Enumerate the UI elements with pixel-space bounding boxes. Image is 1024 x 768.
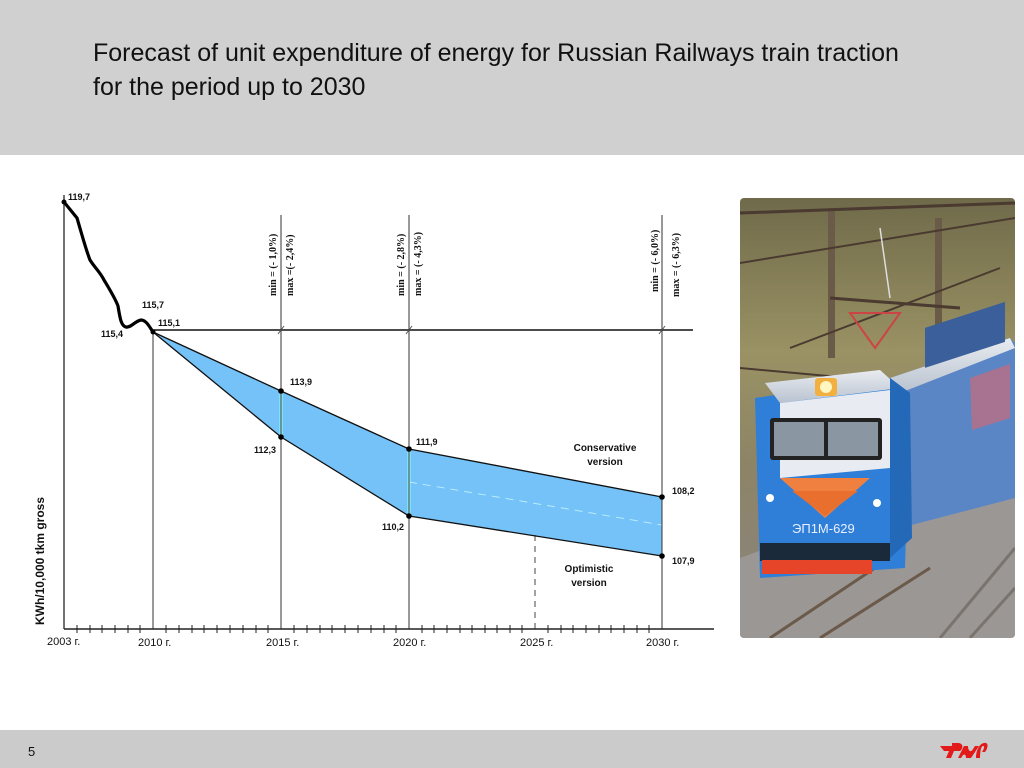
svg-text:119,7: 119,7 <box>68 192 90 202</box>
svg-text:2015 г.: 2015 г. <box>266 637 299 649</box>
historical-line <box>62 200 155 333</box>
train-image: ЭП1М-629 <box>740 198 1015 638</box>
percent-annotations: min = (- 1,0%) max =(- 2,4%) min = (- 2,… <box>268 230 682 297</box>
optimistic-line <box>152 331 663 557</box>
svg-text:version: version <box>571 578 607 589</box>
rzd-logo-icon <box>940 742 988 758</box>
svg-text:2030 г.: 2030 г. <box>646 637 679 649</box>
svg-text:ЭП1М-629: ЭП1М-629 <box>792 521 855 536</box>
svg-text:2025 г.: 2025 г. <box>520 637 553 649</box>
slide-header: Forecast of unit expenditure of energy f… <box>0 0 1024 155</box>
svg-text:115,4: 115,4 <box>101 329 123 339</box>
svg-text:113,9: 113,9 <box>290 377 312 387</box>
page-number: 5 <box>28 744 36 759</box>
slide-title: Forecast of unit expenditure of energy f… <box>93 39 899 101</box>
svg-text:2003 г.: 2003 г. <box>47 636 80 648</box>
svg-text:Optimistic: Optimistic <box>565 564 614 575</box>
conservative-line <box>152 331 663 498</box>
svg-text:111,9: 111,9 <box>416 437 438 447</box>
svg-text:max = (- 6,3%): max = (- 6,3%) <box>671 233 682 297</box>
svg-text:107,9: 107,9 <box>672 556 695 566</box>
band-midline <box>408 481 663 526</box>
svg-text:115,1: 115,1 <box>158 318 180 328</box>
y-axis-label: KWh/10,000 tkm gross <box>33 496 47 626</box>
svg-text:112,3: 112,3 <box>254 445 276 455</box>
x-tick-labels: 2003 г. 2010 г. 2015 г. 2020 г. 2025 г. … <box>47 636 679 649</box>
value-labels: 119,7 115,4 115,7 115,1 113,9 112,3 111,… <box>68 192 695 566</box>
svg-text:version: version <box>587 457 623 468</box>
x-axis-ticks <box>76 625 650 633</box>
svg-text:max =(- 2,4%): max =(- 2,4%) <box>285 234 296 296</box>
svg-text:110,2: 110,2 <box>382 522 404 532</box>
forecast-chart: 2003 г. 2010 г. 2015 г. 2020 г. 2025 г. … <box>0 155 730 715</box>
train-photo: ЭП1М-629 <box>740 198 1015 638</box>
svg-text:min = (- 2,8%): min = (- 2,8%) <box>396 234 407 296</box>
svg-text:2020 г.: 2020 г. <box>393 637 426 649</box>
slide-footer: 5 <box>0 730 1024 768</box>
svg-text:min = (- 6,0%): min = (- 6,0%) <box>650 230 661 292</box>
svg-text:max = (- 4,3%): max = (- 4,3%) <box>413 232 424 296</box>
svg-text:108,2: 108,2 <box>672 486 695 496</box>
svg-text:Conservative: Conservative <box>574 443 637 454</box>
svg-text:min = (- 1,0%): min = (- 1,0%) <box>268 234 279 296</box>
svg-text:115,7: 115,7 <box>142 300 164 310</box>
svg-text:2010 г.: 2010 г. <box>138 637 171 649</box>
version-labels: Conservative version Optimistic version <box>565 443 637 589</box>
chart-canvas: 2003 г. 2010 г. 2015 г. 2020 г. 2025 г. … <box>47 192 714 649</box>
forecast-band <box>153 332 662 556</box>
